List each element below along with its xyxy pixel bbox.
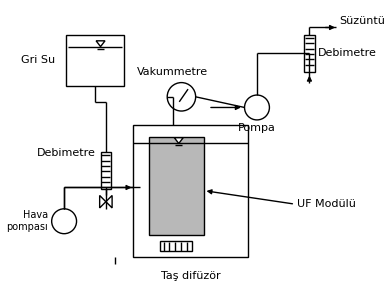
- Text: Taş difüzör: Taş difüzör: [161, 271, 220, 281]
- Text: UF Modülü: UF Modülü: [297, 199, 356, 209]
- Text: Debimetre: Debimetre: [37, 148, 96, 158]
- Text: Pompa: Pompa: [238, 124, 276, 134]
- Circle shape: [52, 209, 77, 234]
- Text: Debimetre: Debimetre: [318, 48, 377, 58]
- Circle shape: [167, 82, 196, 111]
- Polygon shape: [100, 196, 106, 208]
- Bar: [149, 137, 204, 235]
- Text: Vakummetre: Vakummetre: [137, 67, 208, 77]
- Bar: [304, 34, 315, 72]
- Bar: [101, 152, 111, 189]
- Text: Hava
pompası: Hava pompası: [6, 210, 48, 232]
- Polygon shape: [106, 196, 112, 208]
- Bar: [132, 125, 248, 257]
- Polygon shape: [96, 41, 105, 46]
- Text: Gri Su: Gri Su: [21, 56, 55, 65]
- Bar: [66, 34, 124, 86]
- Polygon shape: [174, 138, 183, 143]
- Text: Süzüntü: Süzüntü: [340, 16, 385, 26]
- Circle shape: [245, 95, 269, 120]
- Bar: [160, 241, 192, 251]
